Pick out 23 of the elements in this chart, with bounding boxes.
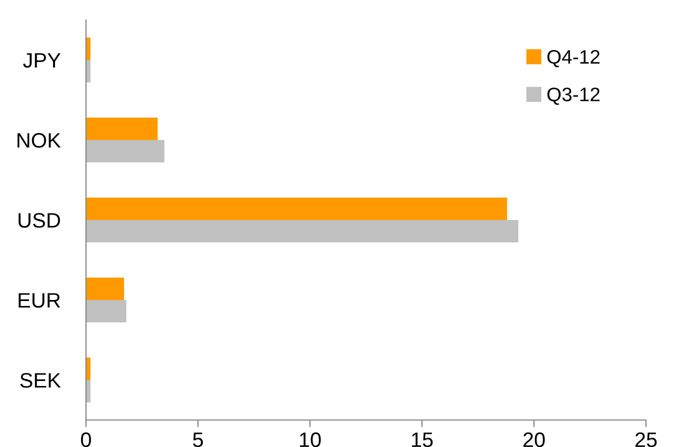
x-tick-label: 10 bbox=[300, 432, 321, 447]
y-tick-label: USD bbox=[18, 213, 60, 228]
bar bbox=[86, 140, 164, 162]
bar bbox=[86, 38, 90, 60]
x-tick-label: 20 bbox=[523, 432, 545, 447]
x-tick-label: 0 bbox=[81, 432, 91, 447]
legend-label: Q3-12 bbox=[547, 88, 600, 105]
bar bbox=[86, 60, 90, 82]
bar bbox=[86, 198, 508, 220]
bar bbox=[86, 358, 90, 380]
bar bbox=[86, 380, 90, 402]
bar bbox=[86, 278, 124, 300]
y-tick-label: NOK bbox=[18, 133, 61, 148]
y-tick-label: JPY bbox=[23, 53, 61, 68]
x-tick-label: 15 bbox=[412, 432, 433, 447]
x-tick-label: 25 bbox=[635, 432, 657, 447]
x-tick-label: 5 bbox=[193, 432, 203, 447]
bar bbox=[86, 300, 126, 322]
y-tick-label: EUR bbox=[18, 293, 60, 308]
y-tick-label: SEK bbox=[20, 373, 61, 388]
legend-label: Q4-12 bbox=[547, 50, 600, 68]
bar bbox=[86, 220, 518, 242]
bar bbox=[86, 118, 158, 140]
